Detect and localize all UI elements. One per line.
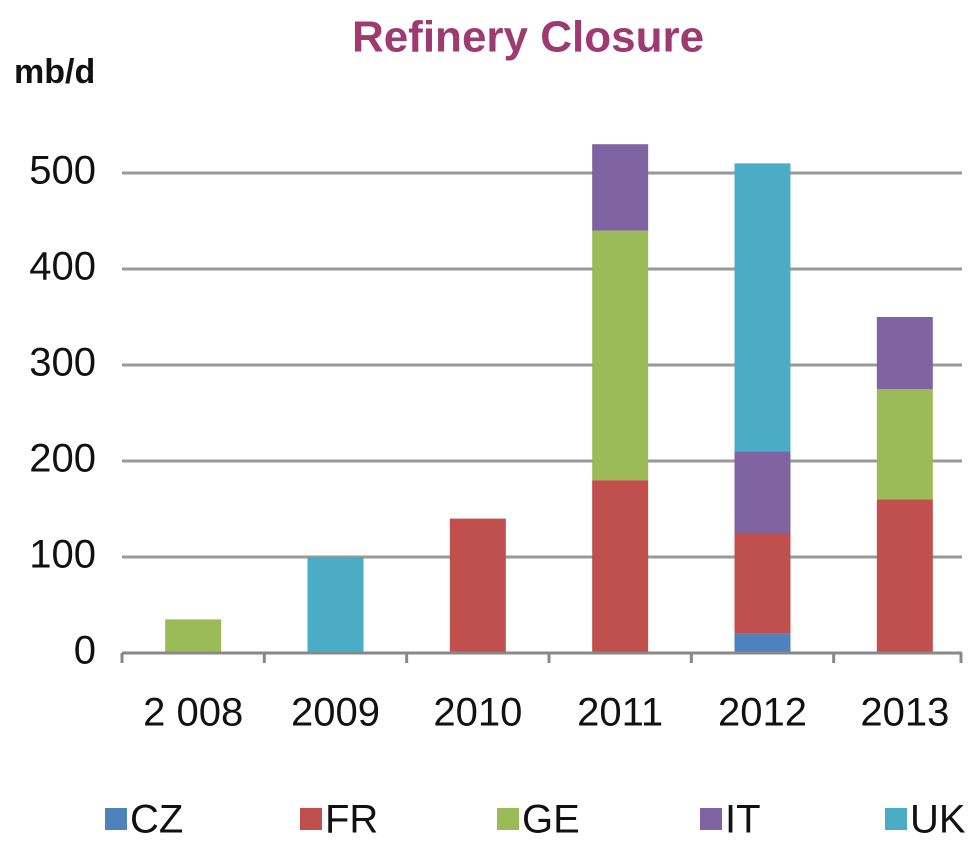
y-tick-label: 0 [74,629,96,673]
y-axis-label: mb/d [14,53,95,91]
y-tick-label: 300 [29,341,96,385]
bar-segment [876,389,933,500]
bar-segment [876,317,933,389]
bar-segment [734,451,791,533]
x-tick-label: 2010 [433,691,522,735]
bar-segment [165,619,222,653]
bar-segment [734,533,791,634]
bar-segment [734,163,791,452]
legend-label: IT [725,798,761,841]
bar-segment [307,557,364,653]
y-tick-label: 200 [29,437,96,481]
legend-swatch [300,808,322,830]
bar-segment [592,230,649,481]
bar-segment [876,499,933,653]
x-tick-label: 2009 [291,691,380,735]
x-tick-label: 2012 [718,691,807,735]
x-tick-label: 2 008 [143,691,243,735]
legend-swatch [105,808,127,830]
chart-title: Refinery Closure [352,13,704,62]
bar-segment [592,144,649,231]
bar-segment [734,633,791,653]
y-tick-label: 500 [29,149,96,193]
x-tick-label: 2011 [577,691,663,735]
legend-label: GE [522,798,580,841]
legend-label: CZ [130,798,183,841]
y-tick-label: 100 [29,533,96,577]
bar-segment [592,480,649,653]
bar-segment [449,518,506,653]
legend-swatch [885,808,907,830]
legend-swatch [700,808,722,830]
legend-swatch [497,808,519,830]
legend-label: FR [325,798,378,841]
legend-label: UK [910,798,966,841]
x-tick-label: 2013 [860,691,949,735]
y-tick-label: 400 [29,245,96,289]
